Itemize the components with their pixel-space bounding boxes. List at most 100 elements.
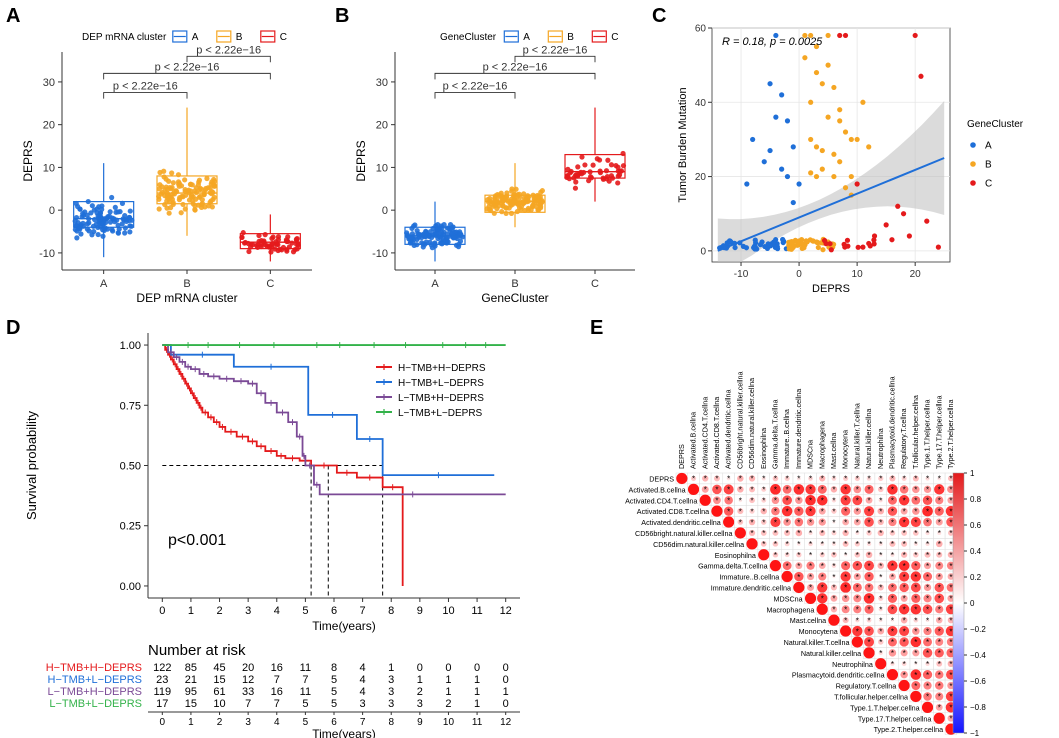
legend-key-a xyxy=(172,30,188,43)
legend-key-a xyxy=(503,30,519,43)
correlation-circle xyxy=(933,712,945,724)
significance-star: * xyxy=(891,627,894,636)
y-tick-label: 30 xyxy=(43,77,55,89)
correlation-circle xyxy=(840,582,851,593)
risk-table-cell: 119 xyxy=(154,686,172,698)
significance-star: * xyxy=(938,595,941,604)
regression-line xyxy=(717,157,945,252)
significance-star: * xyxy=(856,496,859,505)
column-label: Neutrophilna xyxy=(876,428,885,469)
data-point xyxy=(183,192,189,198)
risk-table-tick-label: 12 xyxy=(500,717,512,728)
data-point xyxy=(294,241,300,248)
correlation-circle xyxy=(713,496,721,505)
row-label: Activated.CD4.T.cellna xyxy=(625,496,697,505)
comparison-bracket xyxy=(103,92,188,99)
correlation-circle xyxy=(853,594,862,603)
significance-star: * xyxy=(727,496,730,505)
significance-star: * xyxy=(926,693,929,702)
correlation-circle xyxy=(816,494,828,506)
significance-star: * xyxy=(821,529,824,538)
correlation-circle xyxy=(899,637,909,647)
correlation-circle xyxy=(748,529,756,537)
significance-star: * xyxy=(879,649,882,658)
data-point xyxy=(258,242,264,248)
y-axis-label: DEPRS xyxy=(21,140,35,181)
correlation-circle xyxy=(935,561,944,570)
correlation-circle xyxy=(749,508,755,514)
significance-star: * xyxy=(914,605,917,614)
column-label: Type.17.T.helper.cellna xyxy=(934,395,943,469)
comparison-bracket xyxy=(434,92,516,99)
risk-table-tick-label: 9 xyxy=(417,717,423,728)
data-point-b xyxy=(848,173,854,180)
significance-star: * xyxy=(856,475,859,484)
row-label: CD56dim.natural.killer.cellna xyxy=(653,540,744,549)
correlation-circle xyxy=(947,594,955,602)
risk-table-cell: 85 xyxy=(185,662,197,674)
data-point xyxy=(275,236,282,243)
correlation-circle xyxy=(760,519,767,525)
significance-star: * xyxy=(949,475,952,484)
correlation-circle xyxy=(934,582,944,593)
correlation-circle xyxy=(781,505,793,517)
significance-star: * xyxy=(821,496,824,505)
legend-label-1: H−TMB+H−DEPRS xyxy=(398,363,486,374)
significance-star: * xyxy=(762,529,765,538)
data-point xyxy=(262,232,268,238)
y-tick-label: 0 xyxy=(382,205,388,217)
correlation-circle xyxy=(830,594,838,602)
correlation-circle xyxy=(784,541,790,547)
significance-star: * xyxy=(926,486,929,495)
y-tick-label: 10 xyxy=(43,162,55,174)
legend-label-a: A xyxy=(192,32,199,43)
significance-star: * xyxy=(797,507,800,516)
significance-star: * xyxy=(949,540,952,549)
data-point xyxy=(564,174,570,180)
correlation-circle xyxy=(795,496,803,505)
significance-star: * xyxy=(856,529,859,538)
risk-table-cell: 3 xyxy=(388,698,394,710)
data-point xyxy=(100,233,106,239)
significance-star: * xyxy=(938,496,941,505)
significance-star: * xyxy=(903,616,906,625)
data-point-b xyxy=(814,239,820,245)
significance-star: * xyxy=(938,507,941,516)
correlation-circle xyxy=(914,662,918,666)
data-point-a xyxy=(784,118,791,124)
significance-star: * xyxy=(809,540,812,549)
correlation-circle xyxy=(923,583,932,592)
correlation-circle xyxy=(898,516,910,528)
risk-table-cell: 10 xyxy=(213,698,225,710)
correlation-circle xyxy=(923,637,932,647)
data-point-c xyxy=(842,32,849,39)
correlation-circle xyxy=(831,476,837,481)
data-point xyxy=(170,180,176,186)
x-tick-label: -10 xyxy=(734,269,749,280)
data-point xyxy=(573,172,580,178)
data-point-c xyxy=(821,237,828,244)
legend-label-c: C xyxy=(611,32,618,43)
data-point-c xyxy=(854,181,860,187)
data-point-b xyxy=(819,147,825,154)
risk-table-cell: 0 xyxy=(503,674,509,686)
significance-star: * xyxy=(844,529,847,538)
correlation-circle xyxy=(842,617,849,624)
significance-star: * xyxy=(856,540,859,549)
data-point xyxy=(608,162,615,168)
significance-star: * xyxy=(926,562,929,571)
correlation-circle xyxy=(911,593,921,603)
significance-star: * xyxy=(949,605,952,614)
correlation-circle xyxy=(935,605,944,614)
data-point xyxy=(509,186,515,192)
data-point-a xyxy=(774,244,780,250)
risk-table-cell: 1 xyxy=(503,686,509,698)
correlation-circle xyxy=(899,626,910,637)
data-point xyxy=(92,216,98,223)
data-point xyxy=(169,184,175,191)
significance-star: * xyxy=(879,486,882,495)
data-point-b xyxy=(808,170,814,176)
column-label: Regulatory.T.cellna xyxy=(899,408,908,469)
y-tick-label: 0 xyxy=(49,205,55,217)
